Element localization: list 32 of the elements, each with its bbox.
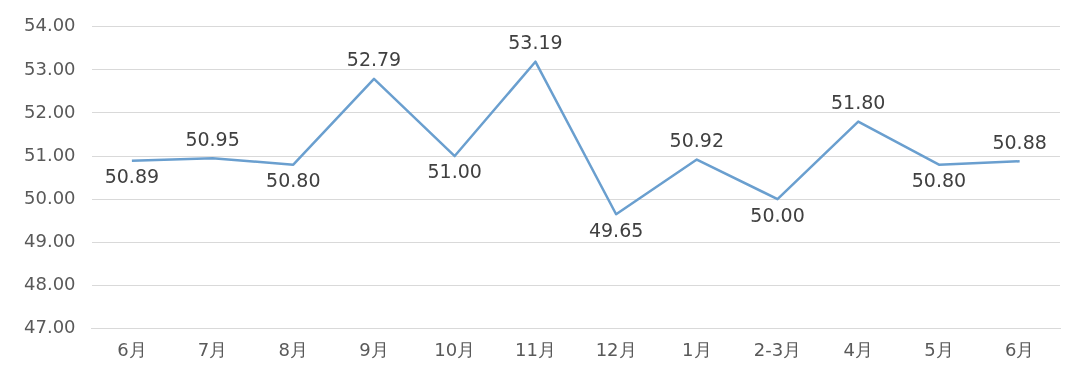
x-tick-label: 7月 [197, 338, 228, 360]
y-tick-label: 52.00 [24, 100, 76, 122]
x-tick-label: 11月 [514, 338, 556, 360]
x-tick-label: 12月 [595, 338, 637, 360]
x-tick-label: 2-3月 [753, 338, 802, 360]
y-tick-label: 47.00 [24, 316, 76, 338]
y-tick-label: 50.00 [24, 186, 76, 208]
y-tick-label: 48.00 [24, 272, 76, 294]
data-label: 50.95 [185, 127, 240, 150]
data-label: 52.79 [346, 48, 402, 71]
y-tick-label: 54.00 [24, 14, 76, 36]
x-tick-label: 10月 [434, 338, 476, 360]
data-label: 51.80 [831, 91, 886, 114]
y-tick-label: 51.00 [24, 143, 76, 165]
y-tick-label: 49.00 [24, 229, 76, 251]
x-tick-label: 6月 [1004, 338, 1035, 360]
x-tick-label: 8月 [278, 338, 309, 360]
data-label: 50.80 [266, 169, 321, 192]
data-label: 53.19 [508, 31, 563, 54]
x-tick-label: 1月 [682, 338, 712, 360]
data-label: 50.80 [911, 169, 967, 192]
y-tick-label: 53.00 [24, 57, 76, 79]
x-tick-label: 6月 [117, 338, 147, 360]
data-label: 50.92 [669, 128, 725, 151]
data-label: 49.65 [588, 218, 644, 241]
data-label: 50.00 [750, 203, 805, 226]
x-tick-label: 5月 [924, 338, 954, 360]
x-tick-label: 9月 [359, 338, 389, 360]
data-label: 50.88 [992, 130, 1047, 153]
data-label: 51.00 [427, 160, 482, 183]
x-tick-label: 4月 [843, 338, 873, 360]
data-label: 50.89 [104, 165, 160, 188]
